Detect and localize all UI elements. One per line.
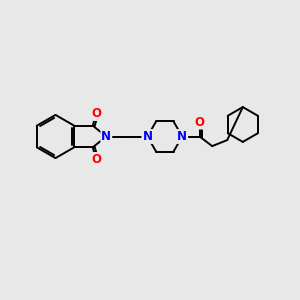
Text: O: O <box>91 107 101 120</box>
Text: O: O <box>195 116 205 129</box>
Text: N: N <box>101 130 111 143</box>
Text: N: N <box>177 130 187 143</box>
Text: N: N <box>142 130 152 143</box>
Text: O: O <box>91 153 101 166</box>
